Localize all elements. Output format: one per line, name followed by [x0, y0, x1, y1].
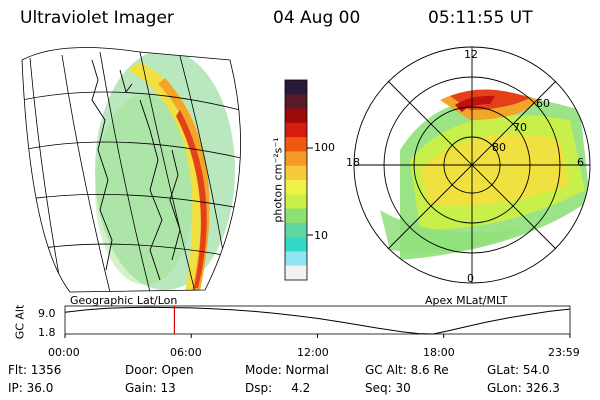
colorbar-segment — [285, 165, 307, 181]
right-plot-caption: Apex MLat/MLT — [425, 294, 508, 307]
mlt-label-6: 6 — [577, 156, 584, 169]
lat-label-80: 80 — [492, 141, 506, 154]
mlt-label-18: 18 — [346, 156, 360, 169]
info-flt: Flt: 1356 — [8, 363, 62, 377]
info-seq: Seq: 30 — [365, 381, 411, 395]
color-scale-bar — [284, 79, 313, 281]
info-gcalt: GC Alt: 8.6 Re — [365, 363, 449, 377]
colorbar-segment — [285, 208, 307, 224]
left-map-caption: Geographic Lat/Lon — [70, 294, 178, 307]
colorbar-segment — [285, 222, 307, 238]
info-dsp: Dsp: 4.2 — [245, 381, 311, 395]
lat-label-60: 60 — [536, 97, 550, 110]
info-gain: Gain: 13 — [125, 381, 176, 395]
colorbar-segment — [285, 180, 307, 195]
colorbar-segment — [285, 265, 307, 281]
timeline-ylabel: GC Alt — [13, 304, 27, 340]
colorbar-tick-10: 10 — [314, 229, 328, 242]
timeline-chart — [64, 305, 571, 338]
colorbar-segment — [285, 94, 307, 110]
info-door: Door: Open — [125, 363, 194, 377]
series-line — [64, 306, 570, 335]
info-glat: GLat: 54.0 — [487, 363, 550, 377]
timeline-xtick-2: 12:00 — [297, 346, 329, 359]
mlt-label-12: 12 — [464, 48, 478, 61]
colorbar-segment — [285, 237, 307, 252]
colorbar-segment — [285, 251, 307, 267]
lat-label-70: 70 — [513, 121, 527, 134]
colorbar-segment — [285, 151, 307, 167]
colorbar-segment — [285, 194, 307, 210]
timeline-xtick-3: 18:00 — [423, 346, 455, 359]
instrument-title: Ultraviolet Imager — [20, 8, 174, 28]
colorbar-segment — [285, 80, 307, 95]
timeline-xtick-1: 06:00 — [170, 346, 202, 359]
info-glon: GLon: 326.3 — [487, 381, 560, 395]
timeline-xtick-0: 00:00 — [48, 346, 80, 359]
colorbar-segment — [285, 122, 307, 138]
info-ip: IP: 36.0 — [8, 381, 54, 395]
colorbar-segment — [285, 137, 307, 152]
colorbar-tick-100: 100 — [314, 141, 335, 154]
mlt-label-0: 0 — [467, 272, 474, 285]
colorbar-segment — [285, 108, 307, 124]
date-label: 04 Aug 00 — [273, 8, 361, 28]
info-mode: Mode: Normal — [245, 363, 329, 377]
timeline-xtick-4: 23:59 — [548, 346, 580, 359]
time-label: 05:11:55 UT — [428, 8, 533, 28]
timeline-ytick-9: 9.0 — [38, 307, 56, 320]
timeline-ytick-1-8: 1.8 — [38, 326, 56, 339]
